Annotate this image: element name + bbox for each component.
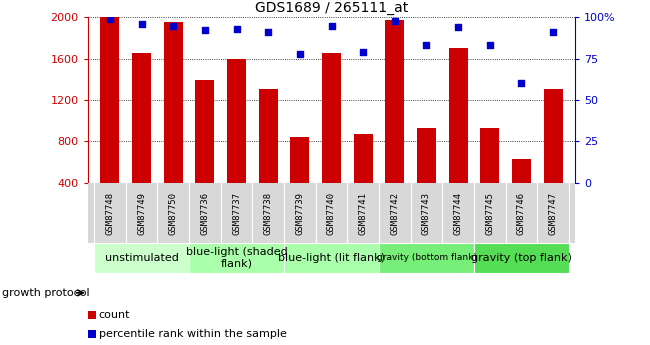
- Bar: [259, 89, 278, 224]
- Bar: [100, 17, 120, 224]
- Bar: [543, 89, 563, 224]
- Text: GSM87748: GSM87748: [105, 191, 114, 235]
- Point: [358, 49, 369, 55]
- Point: [294, 51, 305, 57]
- Bar: [448, 48, 467, 224]
- Text: gravity (top flank): gravity (top flank): [471, 253, 572, 263]
- Title: GDS1689 / 265111_at: GDS1689 / 265111_at: [255, 1, 408, 15]
- Bar: [284, 243, 379, 273]
- Text: GSM87750: GSM87750: [169, 191, 177, 235]
- Point: [326, 23, 337, 28]
- Point: [105, 16, 115, 22]
- Text: unstimulated: unstimulated: [105, 253, 179, 263]
- Text: GSM87740: GSM87740: [327, 191, 336, 235]
- Point: [263, 29, 274, 35]
- Bar: [480, 128, 499, 224]
- Bar: [189, 243, 284, 273]
- Bar: [88, 310, 96, 318]
- Text: GSM87743: GSM87743: [422, 191, 431, 235]
- Bar: [474, 243, 569, 273]
- Point: [485, 43, 495, 48]
- Text: GSM87741: GSM87741: [359, 191, 368, 235]
- Point: [168, 23, 178, 28]
- Point: [200, 28, 210, 33]
- Point: [453, 24, 463, 30]
- Bar: [94, 243, 189, 273]
- Text: GSM87736: GSM87736: [200, 191, 209, 235]
- Text: GSM87742: GSM87742: [390, 191, 399, 235]
- Text: growth protocol: growth protocol: [2, 288, 90, 298]
- Bar: [132, 53, 151, 224]
- Point: [136, 21, 147, 27]
- Point: [389, 18, 400, 23]
- Text: GSM87747: GSM87747: [549, 191, 558, 235]
- Bar: [322, 53, 341, 224]
- Text: count: count: [99, 309, 130, 319]
- Text: percentile rank within the sample: percentile rank within the sample: [99, 329, 287, 339]
- Text: gravity (bottom flank): gravity (bottom flank): [376, 253, 476, 263]
- Point: [516, 81, 526, 86]
- Bar: [417, 128, 436, 224]
- Bar: [385, 20, 404, 224]
- Text: blue-light (shaded
flank): blue-light (shaded flank): [186, 247, 287, 269]
- Text: GSM87738: GSM87738: [264, 191, 273, 235]
- Text: GSM87737: GSM87737: [232, 191, 241, 235]
- Text: blue-light (lit flank): blue-light (lit flank): [278, 253, 385, 263]
- Bar: [196, 80, 215, 224]
- Bar: [379, 243, 474, 273]
- Point: [548, 29, 558, 35]
- Bar: [354, 134, 372, 224]
- Bar: [88, 330, 96, 338]
- Bar: [291, 137, 309, 224]
- Text: GSM87745: GSM87745: [486, 191, 494, 235]
- Bar: [227, 59, 246, 224]
- Bar: [512, 159, 531, 224]
- Point: [421, 43, 432, 48]
- Text: GSM87744: GSM87744: [454, 191, 463, 235]
- Point: [231, 26, 242, 32]
- Text: GSM87749: GSM87749: [137, 191, 146, 235]
- Bar: [164, 22, 183, 224]
- Text: GSM87739: GSM87739: [295, 191, 304, 235]
- Text: GSM87746: GSM87746: [517, 191, 526, 235]
